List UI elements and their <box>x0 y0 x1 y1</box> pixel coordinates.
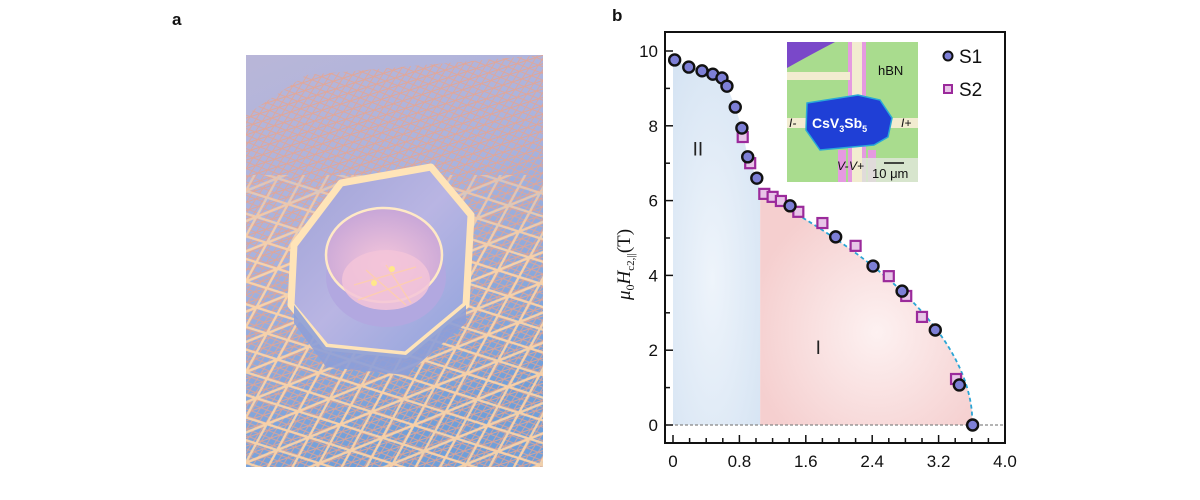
point-s1 <box>720 79 734 93</box>
y-tick-label: 0 <box>649 416 658 435</box>
ylabel-H: H <box>614 269 635 285</box>
inset-electrode-i-minus: I- <box>789 116 796 130</box>
point-s1 <box>866 259 880 273</box>
inset-electrode-v-minus: V- <box>837 159 849 173</box>
inset-electrode-top-left <box>787 72 850 80</box>
point-s2 <box>849 239 862 252</box>
x-tick-label: 0 <box>668 452 677 471</box>
point-s1 <box>750 171 764 185</box>
device-micrograph-inset: hBN CsV3Sb5 I- I+ V- V+ 10 μm <box>787 42 918 182</box>
material-sub-1: 3 <box>839 124 844 134</box>
point-s1 <box>667 53 682 67</box>
legend-label-s2: S2 <box>959 80 982 101</box>
y-axis-label: μ0Hc2,||(T) <box>614 229 637 301</box>
point-s2 <box>882 270 895 283</box>
inset-scalebar-bg <box>862 158 918 182</box>
point-s1 <box>682 60 696 74</box>
inset-corner-flake <box>787 42 835 68</box>
material-sub-2: 5 <box>862 124 867 134</box>
point-s1 <box>735 121 749 135</box>
x-tick-label: 0.8 <box>728 452 752 471</box>
point-s1 <box>695 64 709 78</box>
point-s1 <box>952 378 967 392</box>
region-label-i: I <box>816 338 821 359</box>
point-s2 <box>792 205 805 218</box>
y-tick-label: 8 <box>649 117 658 136</box>
region-label-ii: II <box>693 140 704 161</box>
point-s1 <box>728 100 742 114</box>
ylabel-mu: μ <box>614 290 635 301</box>
inset-material-label: CsV3Sb5 <box>812 115 867 134</box>
x-tick-label: 4.0 <box>993 452 1017 471</box>
x-tick-label: 1.6 <box>794 452 818 471</box>
inset-electrode-i-plus: I+ <box>901 116 911 130</box>
legend: S1 S2 <box>942 47 982 101</box>
x-tick-label: 3.2 <box>927 452 951 471</box>
panel-label-a: a <box>172 10 182 29</box>
point-s2 <box>816 216 829 230</box>
y-tick-label: 4 <box>649 266 658 285</box>
y-tick-label: 10 <box>639 42 658 61</box>
point-s1 <box>828 230 843 244</box>
point-s1 <box>895 284 909 298</box>
panel-label-b: b <box>612 6 623 25</box>
inset-csv3sb5-flake <box>805 94 893 151</box>
region-i <box>760 193 973 425</box>
y-tick-label: 6 <box>649 192 658 211</box>
point-s1 <box>965 418 980 432</box>
point-s1 <box>783 199 797 213</box>
ylabel-sub: c2,|| <box>625 253 637 271</box>
region-ii <box>673 59 761 425</box>
material-part-b: Sb <box>844 115 862 131</box>
point-s1 <box>928 323 942 337</box>
ylabel-unit: (T) <box>614 229 635 253</box>
material-part-a: CsV <box>812 115 840 131</box>
ylabel-sub0: 0 <box>623 284 637 290</box>
inset-scalebar-label: 10 μm <box>872 166 908 181</box>
inner-cylinder <box>324 206 446 327</box>
x-tick-label: 2.4 <box>860 452 884 471</box>
point-s1 <box>741 150 755 164</box>
legend-marker-s2 <box>943 84 953 94</box>
point-s2 <box>915 310 929 324</box>
inset-electrode-v-plus: V+ <box>849 159 864 173</box>
legend-label-s1: S1 <box>959 47 982 68</box>
inset-hbn-label: hBN <box>878 63 903 78</box>
y-tick-label: 2 <box>649 341 658 360</box>
kagome-ring-illustration <box>246 55 543 467</box>
legend-marker-s1 <box>942 50 954 62</box>
